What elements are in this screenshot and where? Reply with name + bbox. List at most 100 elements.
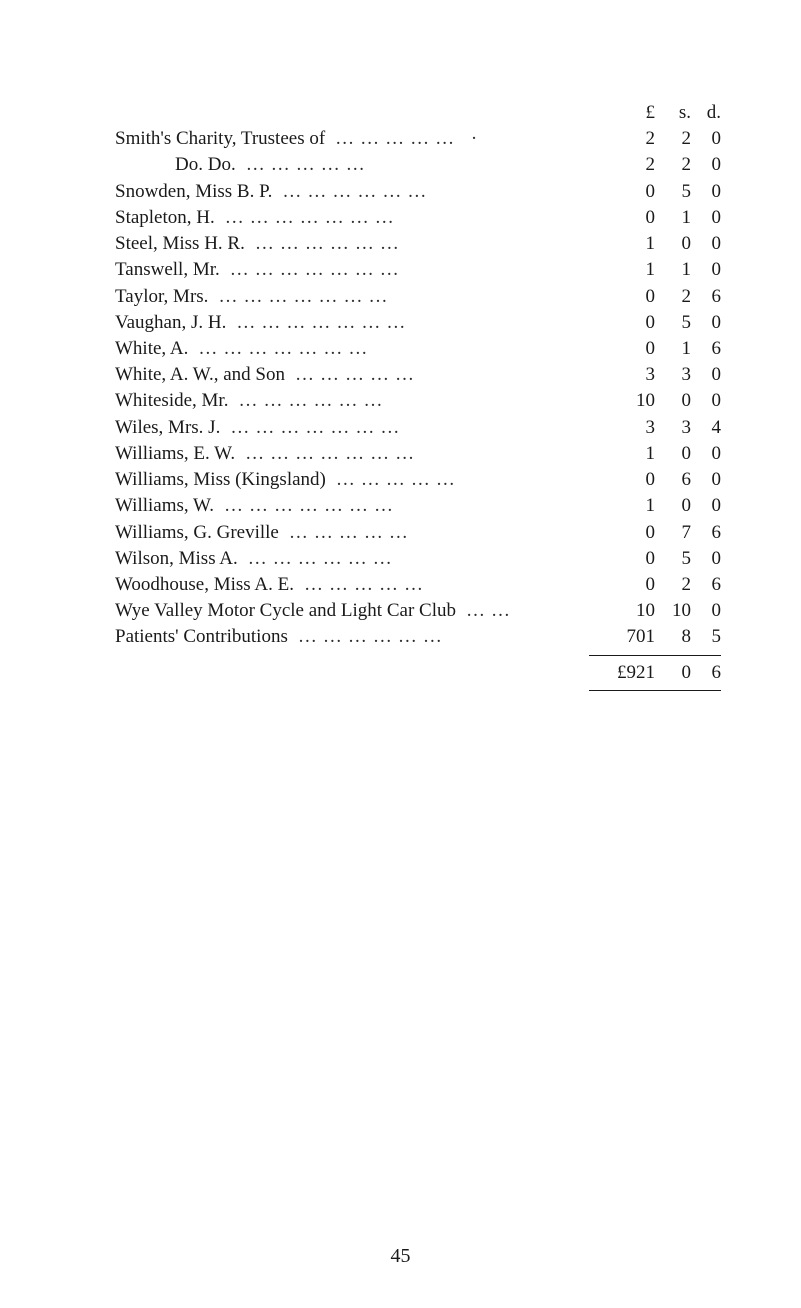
amount-pounds: 2 — [595, 152, 655, 178]
table-row: Steel, Miss H. R.………………100 — [115, 231, 721, 257]
table-row: White, A.…………………016 — [115, 336, 721, 362]
amount-shillings: 3 — [655, 362, 691, 388]
entry-label: Williams, E. W. — [115, 443, 237, 464]
entry-label: Wiles, Mrs. J. — [115, 417, 222, 438]
leader-dots: …………… · — [327, 128, 483, 149]
table-row: Taylor, Mrs.…………………026 — [115, 284, 721, 310]
leader-dots: ………………… — [228, 312, 411, 333]
amount-shillings: 5 — [655, 546, 691, 572]
table-row: Wye Valley Motor Cycle and Light Car Clu… — [115, 598, 721, 624]
amount-shillings: 5 — [655, 179, 691, 205]
entry-label-cell: Williams, Miss (Kingsland)…………… — [115, 467, 595, 493]
entry-label: Williams, W. — [115, 495, 216, 516]
header-pounds: £ — [595, 100, 655, 126]
entry-label-cell: Tanswell, Mr.………………… — [115, 257, 595, 283]
amount-shillings: 0 — [655, 388, 691, 414]
entry-label: Do. Do. — [175, 154, 238, 175]
total-pounds: £921 — [595, 660, 655, 686]
entry-label: Wilson, Miss A. — [115, 548, 240, 569]
amount-shillings: 5 — [655, 310, 691, 336]
amount-pence: 0 — [691, 546, 721, 572]
amount-pounds: 3 — [595, 362, 655, 388]
entry-label: Wye Valley Motor Cycle and Light Car Clu… — [115, 600, 458, 621]
entry-label: Whiteside, Mr. — [115, 390, 230, 411]
amount-pence: 0 — [691, 362, 721, 388]
amount-shillings: 6 — [655, 467, 691, 493]
entry-label-cell: Williams, W.………………… — [115, 493, 595, 519]
subscription-table: £ s. d. Smith's Charity, Trustees of…………… — [115, 100, 721, 691]
amount-pence: 6 — [691, 520, 721, 546]
amount-pounds: 0 — [595, 310, 655, 336]
currency-header-row: £ s. d. — [115, 100, 721, 126]
amount-pence: 0 — [691, 231, 721, 257]
amount-shillings: 0 — [655, 441, 691, 467]
amount-pence: 4 — [691, 415, 721, 441]
amount-shillings: 1 — [655, 205, 691, 231]
amount-shillings: 7 — [655, 520, 691, 546]
amount-pence: 6 — [691, 572, 721, 598]
header-shillings: s. — [655, 100, 691, 126]
leader-dots: ……………… — [230, 390, 388, 411]
amount-pence: 0 — [691, 257, 721, 283]
table-row: Do. Do.……………220 — [115, 152, 721, 178]
amount-shillings: 3 — [655, 415, 691, 441]
page-number: 45 — [0, 1245, 801, 1268]
entry-label: Tanswell, Mr. — [115, 259, 222, 280]
entry-label-cell: Do. Do.…………… — [115, 152, 595, 178]
entry-label-cell: Wye Valley Motor Cycle and Light Car Clu… — [115, 598, 595, 624]
amount-shillings: 2 — [655, 152, 691, 178]
entry-label-cell: Smith's Charity, Trustees of…………… · — [115, 126, 595, 152]
leader-dots: ………………… — [210, 286, 393, 307]
leader-dots: ………………… — [222, 417, 405, 438]
table-body: Smith's Charity, Trustees of…………… ·220Do… — [115, 126, 721, 650]
table-row: Williams, W.…………………100 — [115, 493, 721, 519]
amount-pence: 6 — [691, 336, 721, 362]
table-row: Wilson, Miss A.………………050 — [115, 546, 721, 572]
leader-dots: ……………… — [247, 233, 405, 254]
entry-label-cell: Vaughan, J. H.………………… — [115, 310, 595, 336]
amount-pounds: 1 — [595, 441, 655, 467]
amount-pounds: 10 — [595, 598, 655, 624]
amount-pence: 0 — [691, 467, 721, 493]
total-row: £921 0 6 — [115, 660, 721, 686]
amount-pounds: 1 — [595, 493, 655, 519]
amount-shillings: 8 — [655, 624, 691, 650]
amount-pence: 0 — [691, 493, 721, 519]
table-row: Williams, Miss (Kingsland)……………060 — [115, 467, 721, 493]
amount-pounds: 0 — [595, 284, 655, 310]
amount-pounds: 701 — [595, 624, 655, 650]
entry-label: Patients' Contributions — [115, 626, 290, 647]
table-row: Woodhouse, Miss A. E.……………026 — [115, 572, 721, 598]
amount-pounds: 0 — [595, 467, 655, 493]
amount-pounds: 1 — [595, 231, 655, 257]
amount-pounds: 10 — [595, 388, 655, 414]
amount-shillings: 2 — [655, 572, 691, 598]
table-row: Smith's Charity, Trustees of…………… ·220 — [115, 126, 721, 152]
entry-label: White, A. — [115, 338, 190, 359]
amount-pounds: 0 — [595, 520, 655, 546]
leader-dots: …………… — [281, 522, 414, 543]
amount-pence: 0 — [691, 441, 721, 467]
subtotal-rule — [589, 655, 721, 656]
leader-dots: ……………… — [274, 181, 432, 202]
amount-pence: 0 — [691, 152, 721, 178]
table-row: Tanswell, Mr.…………………110 — [115, 257, 721, 283]
entry-label: Steel, Miss H. R. — [115, 233, 247, 254]
amount-pence: 0 — [691, 205, 721, 231]
table-row: Stapleton, H.…………………010 — [115, 205, 721, 231]
entry-label: Smith's Charity, Trustees of — [115, 128, 327, 149]
entry-label-cell: White, A. W., and Son…………… — [115, 362, 595, 388]
leader-dots: ………………… — [222, 259, 405, 280]
entry-label: Snowden, Miss B. P. — [115, 181, 274, 202]
leader-dots: ………………… — [216, 495, 399, 516]
entry-label-cell: Whiteside, Mr.……………… — [115, 388, 595, 414]
amount-shillings: 0 — [655, 231, 691, 257]
amount-pounds: 0 — [595, 546, 655, 572]
leader-dots: …… — [458, 600, 516, 621]
entry-label: Williams, Miss (Kingsland) — [115, 469, 328, 490]
leader-dots: ………………… — [237, 443, 420, 464]
entry-label-cell: Taylor, Mrs.………………… — [115, 284, 595, 310]
leader-dots: ………………… — [217, 207, 400, 228]
entry-label: Vaughan, J. H. — [115, 312, 228, 333]
entry-label: Taylor, Mrs. — [115, 286, 210, 307]
